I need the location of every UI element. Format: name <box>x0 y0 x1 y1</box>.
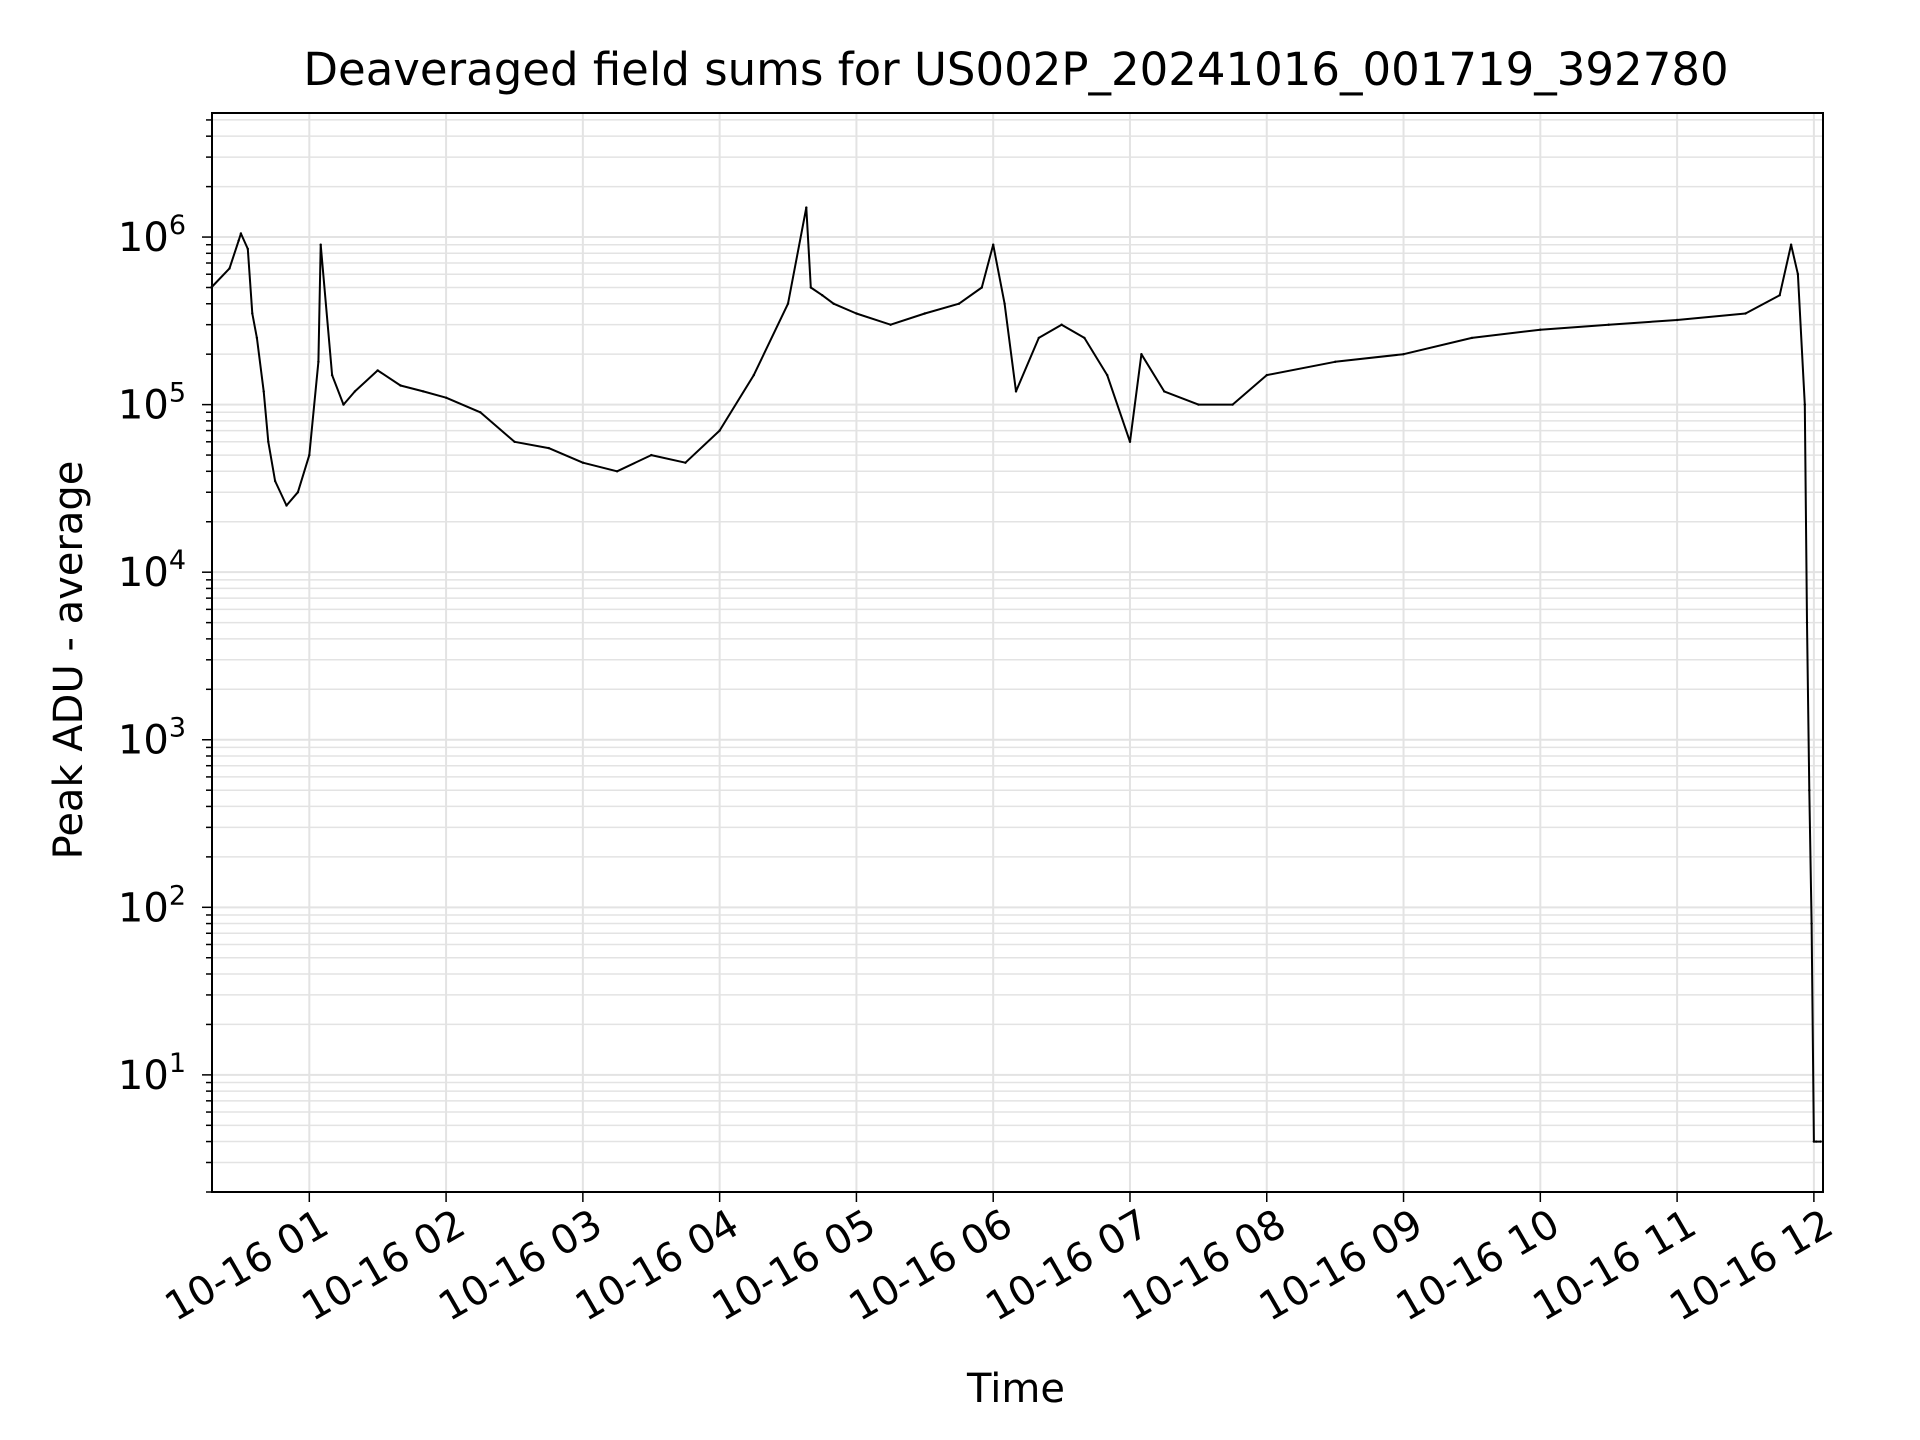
data-point <box>330 373 334 377</box>
data-point <box>317 360 320 363</box>
data-point <box>1810 922 1813 925</box>
data-point <box>1803 403 1807 406</box>
data-point <box>957 302 961 305</box>
data-point <box>855 312 858 315</box>
series-layer <box>210 206 1822 1143</box>
data-point <box>1789 243 1793 246</box>
data-point <box>262 390 265 393</box>
data-point <box>1140 353 1143 356</box>
data-point <box>581 461 585 464</box>
y-tick-label: 102 <box>118 880 186 931</box>
plot-frame <box>211 112 1824 1193</box>
y-tick-exponent: 5 <box>169 378 186 409</box>
data-point <box>1812 1140 1816 1143</box>
data-point <box>821 294 824 297</box>
data-point <box>399 384 402 387</box>
data-point <box>1402 353 1405 356</box>
data-point <box>809 286 812 289</box>
data-point <box>1106 373 1109 377</box>
y-tick-label: 105 <box>118 378 186 429</box>
y-tick-base: 10 <box>118 550 169 596</box>
data-point <box>1060 323 1063 326</box>
data-point <box>752 373 755 377</box>
y-tick-base: 10 <box>118 885 169 931</box>
data-point <box>1675 318 1679 322</box>
data-point <box>832 302 835 305</box>
data-point <box>1037 336 1041 340</box>
data-point <box>239 232 243 235</box>
data-point <box>1231 403 1234 406</box>
y-tick-exponent: 6 <box>169 210 186 241</box>
y-tick-base: 10 <box>118 718 169 764</box>
data-point <box>273 479 277 483</box>
data-point <box>1083 336 1086 340</box>
data-point <box>1003 302 1006 305</box>
data-point <box>650 453 653 457</box>
data-point <box>1265 373 1269 377</box>
data-point <box>615 470 619 473</box>
data-point <box>255 336 259 340</box>
data-point <box>1163 390 1166 393</box>
data-point <box>980 286 983 289</box>
data-point <box>1744 312 1747 315</box>
data-point <box>923 312 926 315</box>
y-tick-exponent: 2 <box>169 880 186 911</box>
y-tick-label: 104 <box>118 545 186 596</box>
data-point <box>1815 1140 1818 1143</box>
data-point <box>1778 294 1781 297</box>
y-tick-exponent: 1 <box>169 1048 186 1079</box>
data-point <box>296 491 300 494</box>
data-point <box>889 323 892 326</box>
y-tick-label: 106 <box>118 210 186 261</box>
data-point <box>1796 273 1800 276</box>
data-point <box>1805 621 1809 624</box>
data-point <box>444 396 448 399</box>
data-point <box>547 446 550 450</box>
y-tick-label: 103 <box>118 713 186 764</box>
data-point <box>479 411 482 414</box>
data-point <box>237 239 240 242</box>
data-point <box>228 267 231 270</box>
data-point <box>1539 328 1542 331</box>
x-axis-label: Time <box>966 1366 1065 1412</box>
data-point <box>1128 440 1132 443</box>
y-tick-base: 10 <box>118 383 169 429</box>
data-point <box>1808 789 1811 792</box>
data-point <box>251 312 254 315</box>
data-point <box>1607 323 1610 326</box>
data-point <box>786 302 790 305</box>
data-point <box>684 461 687 464</box>
chart-title: Deaveraged field sums for US002P_2024101… <box>303 43 1728 96</box>
data-point <box>805 206 808 209</box>
y-tick-exponent: 4 <box>169 545 186 576</box>
y-tick-label: 101 <box>118 1048 186 1099</box>
data-point <box>342 403 345 406</box>
y-tick-base: 10 <box>118 1053 169 1099</box>
data-point <box>1334 360 1337 363</box>
y-tick-exponent: 3 <box>169 713 186 744</box>
data-point <box>992 243 995 246</box>
data-point <box>319 243 322 246</box>
data-point <box>267 440 270 443</box>
y-tick-base: 10 <box>118 215 169 261</box>
data-point <box>1197 403 1200 406</box>
data-point <box>246 247 249 251</box>
data-point <box>718 429 721 432</box>
grid-layer <box>212 113 1823 1193</box>
data-point <box>308 453 311 457</box>
data-point <box>376 369 379 372</box>
data-point <box>422 390 425 393</box>
y-axis-label: Peak ADU - average <box>46 461 92 860</box>
data-point <box>1470 336 1474 340</box>
data-point <box>1819 1140 1822 1143</box>
data-point <box>1014 390 1018 393</box>
data-point <box>285 504 288 507</box>
data-point <box>513 440 516 443</box>
data-point <box>353 390 357 393</box>
